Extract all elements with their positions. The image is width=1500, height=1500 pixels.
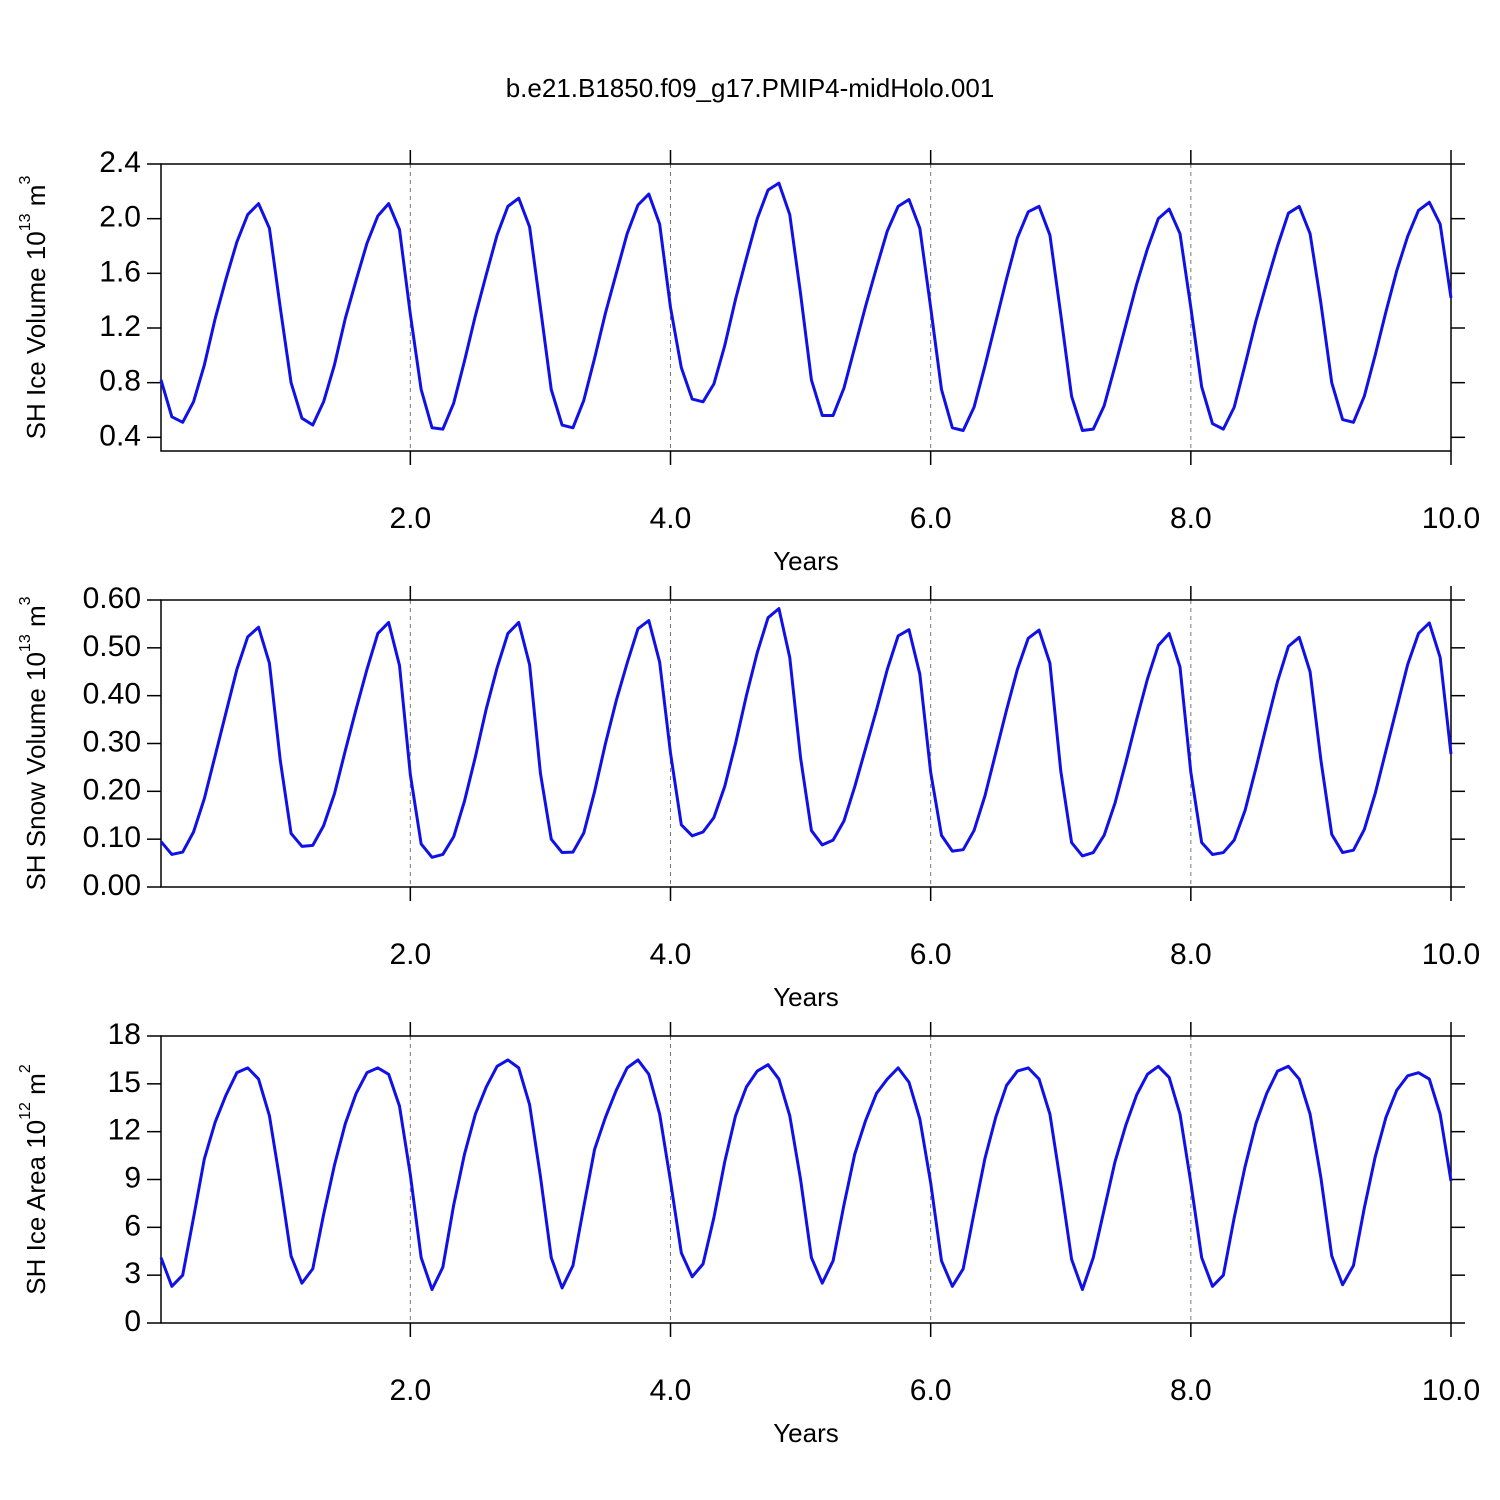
y-tick-label: 0.00: [83, 869, 141, 902]
x-tick-label: 4.0: [650, 502, 692, 535]
y-axis-label: SH Ice Volume 1013 m3: [17, 176, 51, 440]
y-tick-label: 3: [124, 1257, 141, 1290]
y-tick-label: 2.4: [99, 146, 141, 179]
y-axis-label-part: SH Snow Volume 10: [21, 652, 51, 890]
figure-title: b.e21.B1850.f09_g17.PMIP4-midHolo.001: [506, 73, 995, 103]
y-tick-label: 0.4: [99, 419, 141, 452]
y-axis-label-exponent: 13: [17, 213, 34, 231]
x-tick-label: 4.0: [650, 938, 692, 971]
y-tick-label: 15: [108, 1066, 141, 1099]
x-axis-label: Years: [773, 1418, 839, 1448]
y-axis-label-exponent: 3: [17, 596, 34, 605]
x-tick-label: 10.0: [1422, 1374, 1480, 1407]
x-tick-label: 8.0: [1170, 1374, 1212, 1407]
y-axis-label-exponent: 13: [17, 634, 34, 652]
data-line: [159, 1058, 1453, 1292]
y-tick-label: 2.0: [99, 201, 141, 234]
y-tick-label: 0.10: [83, 821, 141, 854]
x-tick-label: 6.0: [910, 502, 952, 535]
y-axis-label-part: m: [21, 1073, 51, 1102]
x-tick-label: 6.0: [910, 1374, 952, 1407]
plot-frame: [160, 1035, 1452, 1324]
x-tick-label: 6.0: [910, 938, 952, 971]
y-tick-label: 9: [124, 1161, 141, 1194]
y-tick-label: 0.60: [83, 582, 141, 615]
y-tick-label: 0: [124, 1305, 141, 1338]
y-tick-label: 18: [108, 1018, 141, 1051]
x-tick-label: 2.0: [389, 502, 431, 535]
y-axis-label-part: m: [21, 185, 51, 214]
data-line: [159, 181, 1453, 432]
y-tick-label: 1.6: [99, 255, 141, 288]
y-axis-label-part: m: [21, 605, 51, 634]
y-axis-label-exponent: 3: [17, 176, 34, 185]
x-tick-label: 2.0: [389, 1374, 431, 1407]
x-tick-label: 10.0: [1422, 938, 1480, 971]
x-axis-label: Years: [773, 546, 839, 576]
y-tick-label: 6: [124, 1209, 141, 1242]
y-axis-label: SH Ice Area 1012 m2: [17, 1064, 51, 1295]
y-tick-label: 0.20: [83, 773, 141, 806]
y-axis-label: SH Snow Volume 1013 m3: [17, 596, 51, 890]
y-axis-label-part: SH Ice Volume 10: [21, 231, 51, 439]
y-tick-label: 0.30: [83, 725, 141, 758]
x-axis-label: Years: [773, 982, 839, 1012]
plot-frame: [160, 599, 1452, 888]
x-tick-label: 8.0: [1170, 502, 1212, 535]
y-axis-label-exponent: 12: [17, 1102, 34, 1120]
y-tick-label: 0.40: [83, 678, 141, 711]
y-axis-label-exponent: 2: [17, 1064, 34, 1073]
data-line: [159, 607, 1453, 859]
x-tick-label: 4.0: [650, 1374, 692, 1407]
y-tick-label: 0.8: [99, 365, 141, 398]
y-tick-label: 0.50: [83, 630, 141, 663]
plot-frame: [160, 163, 1452, 452]
x-tick-label: 2.0: [389, 938, 431, 971]
y-tick-label: 1.2: [99, 310, 141, 343]
y-tick-label: 12: [108, 1114, 141, 1147]
x-tick-label: 8.0: [1170, 938, 1212, 971]
x-tick-label: 10.0: [1422, 502, 1480, 535]
y-axis-label-part: SH Ice Area 10: [21, 1120, 51, 1295]
